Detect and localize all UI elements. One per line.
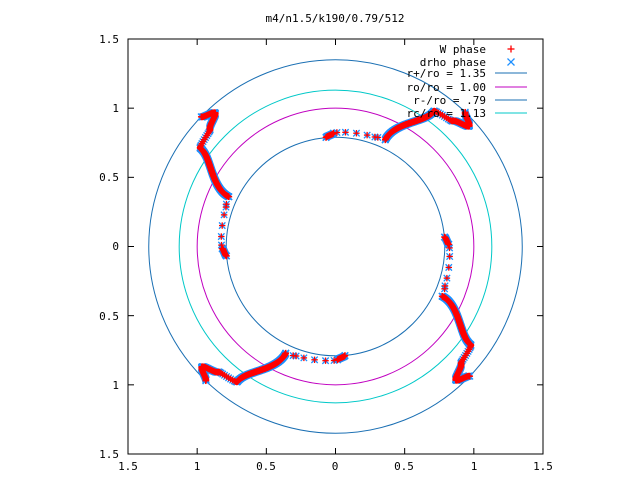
w-phase-point	[220, 211, 228, 219]
circle-1	[196, 107, 475, 386]
y-tick-label: 0.5	[99, 171, 119, 184]
w-phase-point	[363, 131, 371, 139]
w-phase-point	[202, 377, 209, 385]
x-tick-label: 0.5	[394, 460, 414, 473]
w-phase-point	[330, 357, 338, 364]
x-tick-label: 0.5	[256, 460, 276, 473]
chart-title: m4/n1.5/k190/0.79/512	[265, 12, 404, 25]
x-tick-label: 1	[194, 460, 201, 473]
w-phase-point	[218, 241, 225, 249]
ticks-layer	[127, 38, 544, 455]
w-phase-point	[353, 130, 360, 137]
w-phase-point	[466, 373, 474, 380]
circle-0	[148, 59, 523, 434]
x-tick-label: 1	[471, 460, 478, 473]
circle-2	[225, 136, 446, 357]
w-phase-point	[446, 244, 453, 252]
y-tick-label: 0	[112, 240, 119, 253]
legend-label-ro: ro/ro = 1.00	[407, 81, 486, 94]
legend-marker-drho-phase	[507, 58, 515, 66]
legend-marker-w-phase	[507, 45, 515, 53]
circle-3	[178, 89, 493, 404]
legend: W phase drho phase r+/ro = 1.35 ro/ro = …	[407, 43, 527, 120]
w-phase-point	[445, 264, 452, 271]
y-tick-label: 1.5	[99, 448, 119, 461]
w-phase-point	[462, 108, 469, 116]
legend-label-rc: rc/ro = 1.13	[407, 107, 486, 120]
w-phase-point	[441, 285, 448, 293]
w-phase-point	[311, 356, 318, 363]
w-phase-point	[446, 253, 453, 260]
y-tick-label: 1	[112, 379, 119, 392]
y-tick-label: 1.5	[99, 33, 119, 46]
w-phase-point	[223, 200, 230, 208]
w-phase-point	[374, 134, 382, 141]
legend-label-r-minus: r-/ro = .79	[413, 94, 486, 107]
w-phase-point	[322, 357, 329, 364]
w-phase-point	[443, 274, 451, 282]
points-layer	[196, 107, 475, 386]
y-tick-label: 1	[112, 102, 119, 115]
x-tick-label: 0	[332, 460, 339, 473]
w-phase-point	[219, 222, 226, 229]
legend-label-drho-phase: drho phase	[420, 56, 486, 69]
legend-label-w-phase: W phase	[440, 43, 486, 56]
x-tick-label: 1.5	[118, 460, 138, 473]
legend-label-r-plus: r+/ro = 1.35	[407, 67, 486, 80]
x-tick-label: 1.5	[533, 460, 553, 473]
w-phase-point	[381, 136, 389, 144]
w-phase-point	[300, 354, 308, 362]
w-phase-point	[342, 129, 349, 136]
w-phase-point	[289, 352, 297, 359]
x-tick-labels: 1.5 1 0.5 0 0.5 1 1.5	[118, 460, 553, 473]
w-phase-point	[438, 292, 446, 300]
y-tick-labels: 1.5 1 0.5 0 0.5 1 1.5	[99, 33, 119, 461]
w-phase-point	[218, 233, 225, 240]
w-phase-point	[282, 349, 290, 357]
w-phase-point	[225, 193, 233, 201]
w-phase-point	[197, 113, 205, 120]
y-tick-label: 0.5	[99, 310, 119, 323]
w-phase-point	[333, 129, 341, 136]
